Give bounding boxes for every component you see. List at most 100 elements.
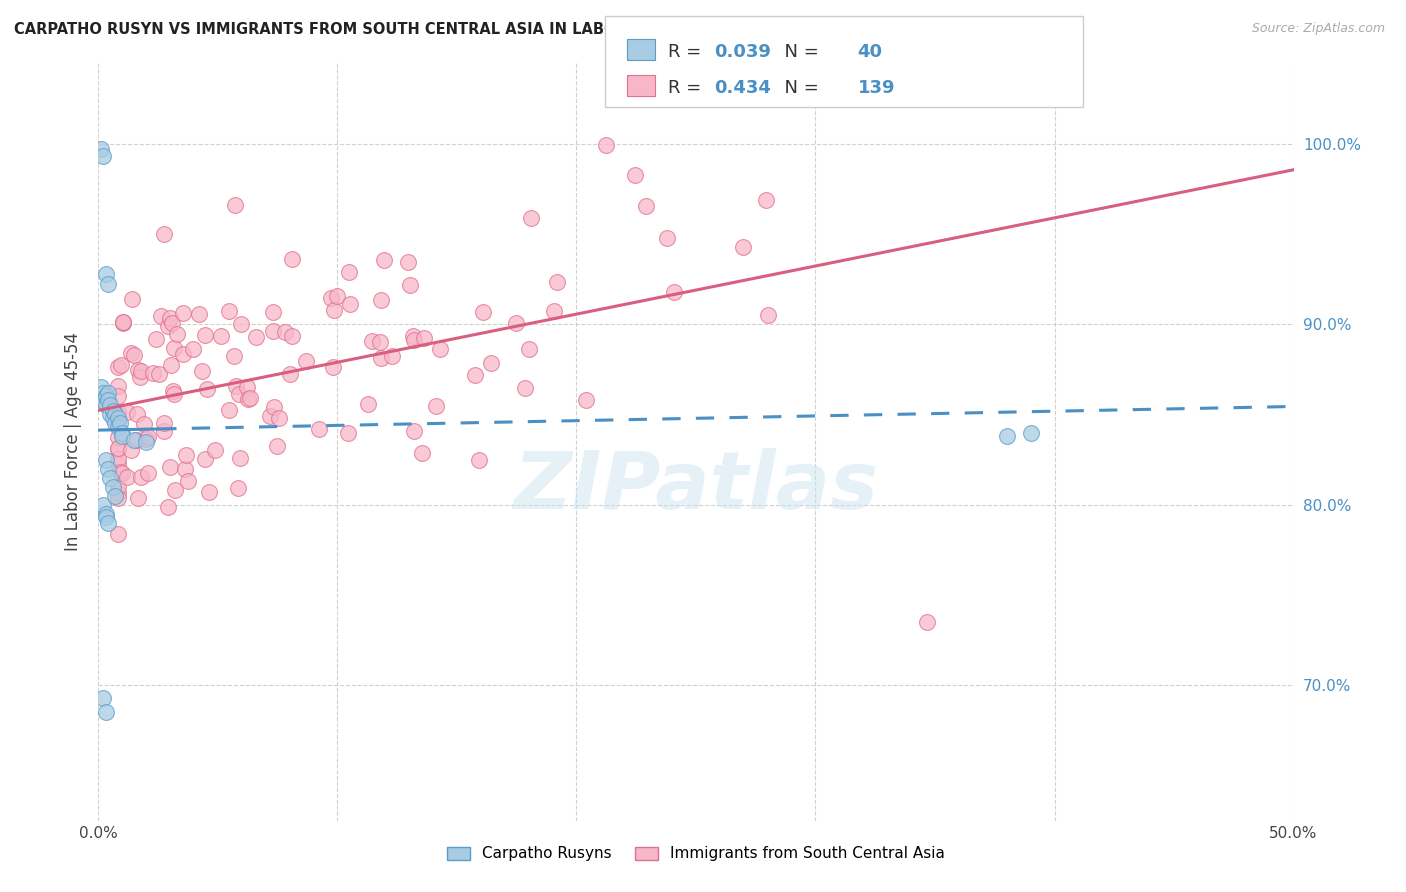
Point — [90, 380, 112, 394]
Point — [104, 408, 127, 422]
Point — [111, 466, 134, 480]
Point — [172, 306, 194, 320]
Point — [120, 442, 142, 457]
Point — [117, 404, 139, 418]
Point — [413, 331, 436, 345]
Point — [94, 452, 117, 467]
Point — [224, 198, 246, 212]
Point — [107, 458, 129, 472]
Point — [370, 293, 392, 307]
Point — [398, 278, 420, 293]
Point — [235, 380, 257, 394]
Point — [274, 326, 297, 340]
Point — [915, 615, 938, 629]
Point — [156, 500, 179, 514]
Point — [263, 400, 285, 414]
Text: ZIPatlas: ZIPatlas — [513, 448, 879, 526]
Point — [129, 364, 152, 378]
Point — [464, 368, 486, 382]
Point — [107, 430, 129, 444]
Point — [91, 392, 114, 407]
Point — [479, 356, 502, 370]
Point — [224, 349, 246, 363]
Point — [111, 425, 134, 440]
Point — [160, 317, 183, 331]
Point — [269, 410, 291, 425]
Point — [91, 149, 114, 163]
Point — [91, 690, 114, 705]
Point — [120, 346, 142, 360]
Point — [101, 411, 124, 425]
Point — [281, 329, 304, 343]
Point — [425, 399, 447, 413]
Point — [107, 389, 129, 403]
Point — [97, 516, 120, 530]
Point — [396, 255, 419, 269]
Point — [153, 424, 176, 438]
Point — [373, 253, 395, 268]
Point — [159, 311, 181, 326]
Point — [111, 314, 134, 328]
Point — [98, 470, 122, 484]
Point — [165, 483, 187, 497]
Point — [173, 462, 195, 476]
Point — [97, 385, 120, 400]
Point — [107, 412, 129, 426]
Point — [107, 442, 129, 456]
Point — [194, 327, 217, 342]
Point — [107, 359, 129, 374]
Text: N =: N = — [773, 78, 825, 97]
Point — [339, 297, 361, 311]
Point — [623, 169, 645, 183]
Point — [337, 425, 360, 440]
Point — [97, 277, 120, 292]
Point — [381, 350, 404, 364]
Point — [107, 485, 129, 500]
Point — [94, 399, 117, 413]
Point — [731, 240, 754, 254]
Point — [153, 227, 176, 242]
Point — [245, 330, 267, 344]
Point — [115, 470, 138, 484]
Point — [190, 364, 212, 378]
Point — [107, 412, 129, 426]
Point — [357, 397, 380, 411]
Point — [218, 304, 240, 318]
Point — [655, 231, 678, 245]
Point — [135, 434, 157, 449]
Point — [229, 450, 252, 465]
Point — [94, 267, 117, 281]
Point — [148, 367, 170, 381]
Point — [159, 459, 181, 474]
Point — [404, 333, 426, 347]
Point — [136, 466, 159, 480]
Point — [111, 429, 134, 443]
Point — [262, 305, 284, 319]
Point — [107, 379, 129, 393]
Point — [97, 461, 120, 475]
Point — [110, 465, 132, 479]
Point — [97, 392, 120, 407]
Point — [107, 405, 129, 419]
Point — [229, 317, 252, 331]
Text: 139: 139 — [858, 78, 896, 97]
Point — [107, 491, 129, 505]
Point — [129, 370, 152, 384]
Point — [262, 324, 284, 338]
Point — [124, 433, 146, 447]
Point — [517, 342, 540, 356]
Point — [543, 304, 565, 318]
Point — [98, 399, 122, 413]
Point — [326, 289, 349, 303]
Point — [153, 416, 176, 430]
Point — [94, 389, 117, 403]
Point — [91, 385, 114, 400]
Y-axis label: In Labor Force | Age 45-54: In Labor Force | Age 45-54 — [65, 332, 83, 551]
Text: R =: R = — [668, 78, 707, 97]
Point — [662, 285, 685, 299]
Point — [204, 443, 226, 458]
Point — [368, 334, 391, 349]
Point — [90, 142, 112, 156]
Point — [198, 485, 221, 500]
Point — [125, 407, 148, 421]
